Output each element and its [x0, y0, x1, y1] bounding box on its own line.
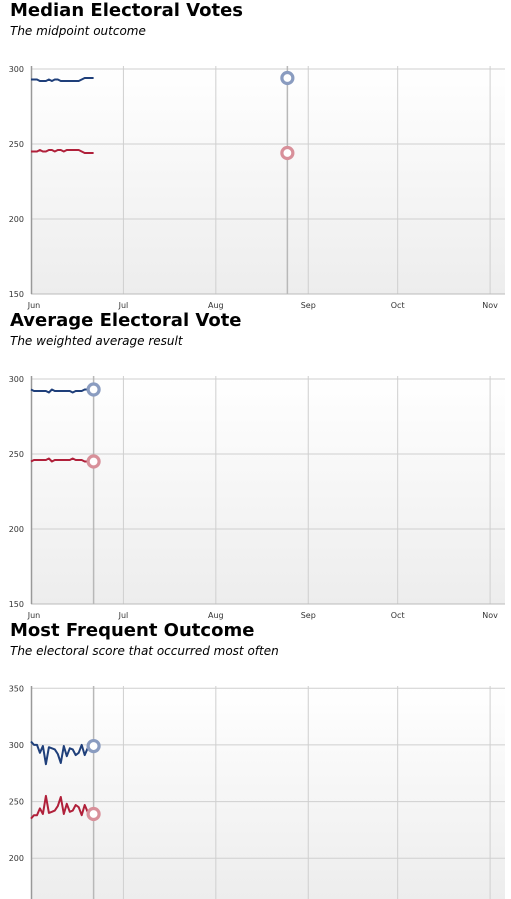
x-tick-label: Oct: [391, 611, 405, 620]
y-tick-label: 300: [9, 375, 24, 384]
chart-subtitle: The weighted average result: [10, 334, 183, 348]
y-tick-label: 200: [9, 854, 24, 863]
x-tick-label: Sep: [301, 301, 316, 310]
chart-subtitle: The electoral score that occurred most o…: [10, 644, 279, 658]
red-series-line: [31, 149, 94, 154]
y-tick-label: 300: [9, 65, 24, 74]
y-tick-label: 150: [9, 600, 24, 609]
y-tick-label: 250: [9, 798, 24, 807]
x-tick-label: Sep: [301, 611, 316, 620]
chart-panel-median: Median Electoral Votes The midpoint outc…: [0, 0, 511, 310]
x-tick-label: Jul: [118, 301, 129, 310]
most-frequent-outcome-chart: 350 300 250 200: [9, 684, 505, 899]
chart-title: Median Electoral Votes: [10, 0, 244, 21]
blue-current-marker: [86, 738, 101, 754]
x-tick-label: Jun: [27, 301, 41, 310]
y-tick-label: 300: [9, 741, 24, 750]
x-tick-label: Oct: [391, 301, 405, 310]
y-tick-label: 350: [9, 684, 24, 693]
chart-panel-average: Average Electoral Vote The weighted aver…: [0, 310, 511, 620]
plot-area: [31, 66, 505, 294]
chart-title: Average Electoral Vote: [10, 310, 242, 331]
blue-current-marker: [280, 70, 295, 86]
y-tick-label: 250: [9, 450, 24, 459]
red-current-marker: [86, 454, 101, 469]
blue-series-line: [30, 740, 94, 766]
blue-series-line: [31, 77, 94, 82]
red-current-marker: [280, 145, 295, 161]
x-tick-label: Jul: [118, 611, 129, 620]
y-tick-label: 200: [9, 215, 24, 224]
x-tick-label: Aug: [208, 301, 224, 310]
x-tick-label: Jun: [27, 611, 41, 620]
blue-current-marker: [86, 382, 101, 397]
x-tick-label: Nov: [482, 301, 498, 310]
plot-area: [31, 376, 505, 604]
red-series-line: [30, 457, 94, 463]
chart-panel-most-frequent: Most Frequent Outcome The electoral scor…: [0, 620, 511, 899]
red-series-line: [30, 794, 94, 820]
chart-subtitle: The midpoint outcome: [10, 24, 146, 38]
x-tick-label: Aug: [208, 611, 224, 620]
y-tick-label: 200: [9, 525, 24, 534]
plot-area: [31, 686, 505, 899]
y-tick-label: 250: [9, 140, 24, 149]
chart-title: Most Frequent Outcome: [10, 620, 255, 641]
red-current-marker: [86, 806, 101, 822]
blue-series-line: [30, 388, 94, 394]
x-tick-label: Nov: [482, 611, 498, 620]
y-tick-label: 150: [9, 290, 24, 299]
